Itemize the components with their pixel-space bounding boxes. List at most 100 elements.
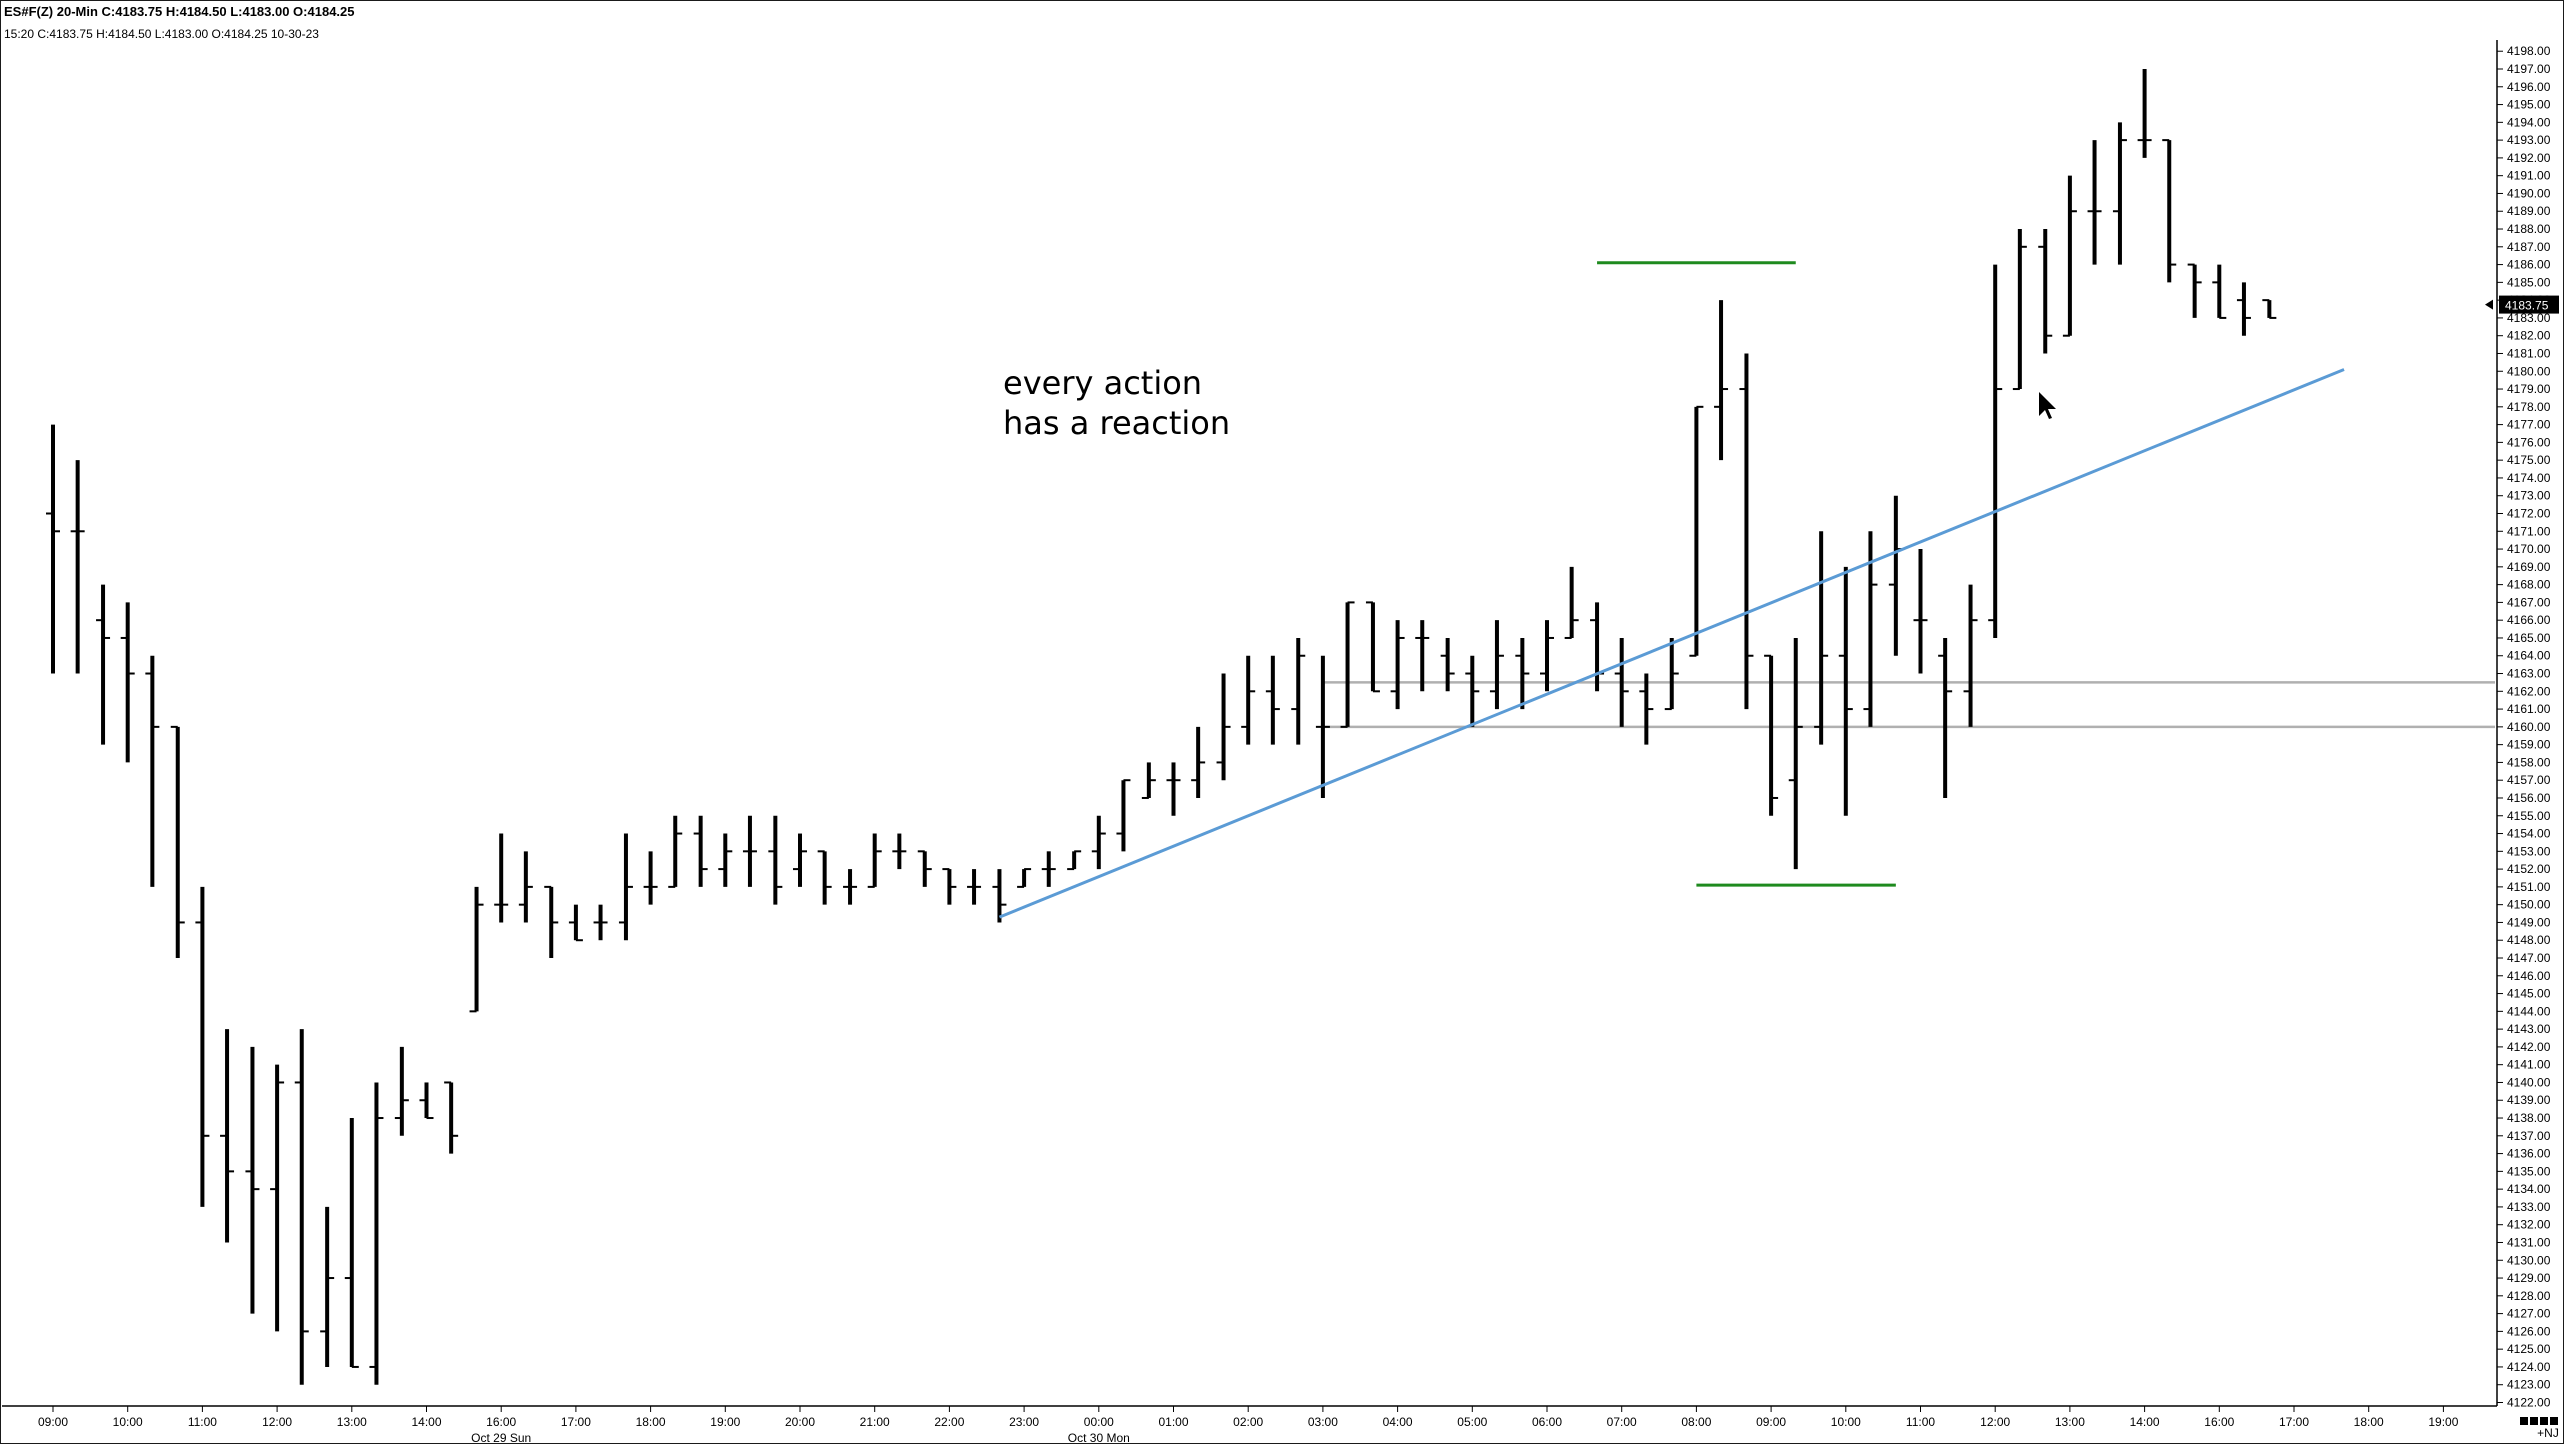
ohlc-bar: [2112, 122, 2127, 265]
ohlc-bar: [2162, 139, 2177, 283]
ohlc-bar: [195, 886, 210, 1207]
ohlc-bar: [1639, 673, 1654, 745]
time-tick-label: 01:00: [1158, 1415, 1188, 1429]
ohlc-bar: [843, 869, 858, 905]
price-tick-label: 4177.00: [2507, 418, 2551, 432]
interval-label: 20-Min: [56, 4, 98, 19]
bar-info-readout: 15:20 C:4183.75 H:4184.50 L:4183.00 O:41…: [4, 27, 319, 41]
time-tick-label: 14:00: [2130, 1415, 2160, 1429]
ohlc-bar: [1489, 620, 1504, 710]
price-tick-label: 4172.00: [2507, 507, 2551, 521]
price-tick-label: 4191.00: [2507, 169, 2551, 183]
ohlc-bar: [942, 868, 957, 905]
price-tick-label: 4178.00: [2507, 400, 2551, 414]
time-tick-label: 10:00: [113, 1415, 143, 1429]
ohlc-bar: [1440, 637, 1455, 692]
ohlc-bar: [518, 851, 533, 923]
time-tick-label: 11:00: [188, 1415, 217, 1429]
price-tick-label: 4124.00: [2507, 1360, 2551, 1374]
price-tick-label: 4176.00: [2507, 435, 2551, 449]
ohlc-bar: [1067, 850, 1082, 871]
price-tick-label: 4123.00: [2507, 1378, 2551, 1392]
time-tick-label: 18:00: [2354, 1415, 2384, 1429]
ohlc-bar: [668, 815, 683, 888]
ohlc-bar: [618, 833, 633, 941]
price-tick-label: 4193.00: [2507, 133, 2551, 147]
time-axis[interactable]: 09:00 10:00 11:00 12:00 13:00 14:00 16:00 17:00…: [38, 1406, 2559, 1444]
time-tick-label: 05:00: [1457, 1415, 1487, 1429]
ohlc-bar: [1988, 264, 2003, 638]
time-tick-label: 13:00: [2055, 1415, 2085, 1429]
ohlc-bar: [444, 1081, 459, 1154]
price-tick-label: 4146.00: [2507, 969, 2551, 983]
price-axis[interactable]: 4122.00 4123.00 4124.00 4125.00 4126.00 4127.…: [2485, 44, 2559, 1410]
price-tick-label: 4148.00: [2507, 933, 2551, 947]
ohlc-bar: [892, 833, 907, 870]
ohlc-bar: [344, 1118, 359, 1368]
price-tick-label: 4174.00: [2507, 471, 2551, 485]
price-tick-label: 4141.00: [2507, 1058, 2551, 1072]
ohlc-bar: [494, 833, 509, 923]
price-tick-label: 4134.00: [2507, 1182, 2551, 1196]
ohlc-bar: [394, 1046, 409, 1136]
time-tick-label: 22:00: [934, 1415, 964, 1429]
price-tick-label: 4158.00: [2507, 755, 2551, 769]
trend-lines: [998, 368, 2345, 919]
price-tick-label: 4192.00: [2507, 151, 2551, 165]
ohlc-bar: [2236, 282, 2251, 336]
time-tick-label: 17:00: [2279, 1415, 2309, 1429]
chart-header: ES#F(Z) 20-Min C:4183.75 H:4184.50 L:418…: [4, 4, 355, 19]
ohlc-bar: [1166, 762, 1181, 816]
ohlc-bar: [718, 833, 733, 887]
mouse-cursor-icon: [2039, 392, 2056, 419]
time-tick-label: 16:00: [486, 1415, 516, 1429]
ohlc-bar: [369, 1082, 384, 1385]
price-tick-label: 4189.00: [2507, 204, 2551, 218]
price-tick-label: 4135.00: [2507, 1164, 2551, 1178]
price-tick-label: 4160.00: [2507, 720, 2551, 734]
price-tick-label: 4139.00: [2507, 1093, 2551, 1107]
price-tick-label: 4138.00: [2507, 1111, 2551, 1125]
ohlc-bar: [568, 904, 583, 942]
time-tick-label: 13:00: [337, 1415, 367, 1429]
price-tick-label: 4197.00: [2507, 62, 2551, 76]
price-tick-label: 4140.00: [2507, 1075, 2551, 1089]
price-tick-label: 4175.00: [2507, 453, 2551, 467]
ohlc-bar: [145, 655, 160, 887]
ohlc-bar: [294, 1029, 309, 1385]
ohlc-bar: [817, 850, 832, 905]
price-tick-label: 4179.00: [2507, 382, 2551, 396]
ohlc-bar: [793, 833, 807, 887]
ohlc-bar: [992, 869, 1007, 923]
time-tick-label: 02:00: [1233, 1415, 1263, 1429]
price-tick-label: 4149.00: [2507, 915, 2551, 929]
time-tick-label: 10:00: [1831, 1415, 1861, 1429]
current-price-marker: [2499, 295, 2559, 314]
price-tick-label: 4129.00: [2507, 1271, 2551, 1285]
time-tick-label: 20:00: [785, 1415, 815, 1429]
ohlc-bar: [2212, 264, 2227, 319]
price-tick-label: 4183.00: [2507, 311, 2551, 325]
ohlc-bar: [1913, 549, 1928, 674]
price-tick-label: 4182.00: [2507, 329, 2551, 343]
price-tick-label: 4142.00: [2507, 1040, 2551, 1054]
ohlc-bar: [220, 1029, 235, 1243]
price-tick-label: 4147.00: [2507, 951, 2551, 965]
ohlc-bar: [1241, 655, 1256, 745]
price-tick-label: 4194.00: [2507, 115, 2551, 129]
ohlc-bar: [1465, 655, 1480, 727]
price-tick-label: 4159.00: [2507, 738, 2551, 752]
ohlc-bar: [2012, 229, 2027, 391]
price-tick-label: 4162.00: [2507, 684, 2551, 698]
ohlc-bar: [70, 460, 85, 674]
time-tick-label: 18:00: [636, 1415, 666, 1429]
ohlc-bar: [1265, 655, 1280, 745]
ohlc-bar: [2187, 263, 2202, 318]
price-tick-label: 4131.00: [2507, 1235, 2551, 1249]
current-price-label: 4183.75: [2505, 299, 2549, 313]
time-tick-label: 16:00: [2204, 1415, 2234, 1429]
price-tick-label: 4127.00: [2507, 1307, 2551, 1321]
ohlc-bar: [1365, 601, 1380, 693]
